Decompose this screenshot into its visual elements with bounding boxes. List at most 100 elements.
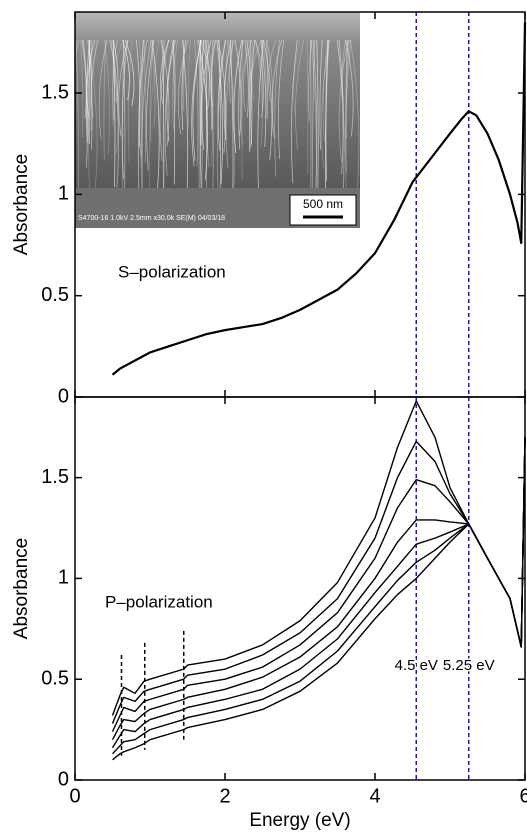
- inset-texture: [151, 39, 160, 193]
- inset-texture: [277, 39, 285, 160]
- inset-texture: [162, 39, 165, 199]
- annotation: S–polarization: [118, 262, 226, 281]
- inset-texture: [244, 39, 249, 118]
- inset-texture: [349, 39, 360, 196]
- inset-texture: [123, 39, 126, 196]
- inset-texture: [274, 39, 280, 177]
- inset-texture: [149, 39, 155, 143]
- inset-texture: [159, 39, 169, 162]
- inset-texture: [293, 39, 301, 117]
- inset-texture: [166, 39, 176, 143]
- annotation: P–polarization: [105, 592, 213, 611]
- inset-texture: [308, 39, 313, 122]
- inset-texture: [145, 39, 155, 171]
- inset-texture: [191, 39, 202, 166]
- data-line: [111, 437, 526, 732]
- inset-texture: [110, 39, 119, 196]
- inset-texture: [263, 39, 273, 160]
- inset-texture: [319, 39, 323, 150]
- inset-texture: [345, 39, 350, 174]
- data-line: [111, 437, 526, 741]
- inset-texture: [122, 39, 130, 101]
- inset-texture: [121, 39, 128, 179]
- inset-texture: [196, 39, 203, 185]
- y-tick-label: 1: [58, 183, 69, 205]
- inset-texture: [87, 39, 94, 143]
- inset-texture: [225, 39, 234, 169]
- data-line: [111, 22, 527, 376]
- x-tick-label: 0: [69, 785, 80, 807]
- inset-texture: [109, 39, 119, 154]
- inset-texture: [345, 39, 348, 139]
- y-tick-label: 0: [58, 768, 69, 790]
- inset-texture: [114, 39, 124, 105]
- x-axis-label: Energy (eV): [249, 810, 350, 831]
- inset-texture: [112, 39, 118, 121]
- inset-texture: [88, 39, 91, 145]
- inset-texture: [242, 39, 252, 113]
- inset-texture: [205, 39, 210, 153]
- inset-texture: [204, 39, 208, 205]
- x-tick-label: 4: [369, 785, 380, 807]
- inset-texture: [90, 39, 99, 118]
- reference-label: 5.25 eV: [443, 657, 495, 674]
- inset-texture: [104, 39, 110, 155]
- inset-texture: [255, 39, 263, 148]
- inset-texture: [250, 39, 254, 111]
- inset-texture: [233, 39, 243, 153]
- data-line: [112, 437, 526, 761]
- inset-texture: [238, 39, 244, 150]
- inset-texture: [227, 39, 236, 200]
- inset-texture: [268, 39, 277, 102]
- inset-texture: [338, 39, 349, 162]
- y-tick-label: 0: [58, 385, 69, 407]
- inset-texture: [198, 39, 201, 201]
- inset-texture: [187, 39, 191, 127]
- inset-texture: [164, 39, 174, 176]
- inset-texture: [207, 39, 214, 131]
- inset-texture: [112, 39, 116, 187]
- y-axis-label: Absorbance: [11, 538, 32, 639]
- inset-texture: [194, 39, 199, 167]
- inset-texture: [310, 39, 312, 190]
- y-tick-label: 1.5: [41, 81, 69, 103]
- inset-texture: [200, 39, 205, 189]
- inset-texture: [224, 39, 229, 134]
- inset-texture: [341, 39, 347, 101]
- inset-caption: S4700-16 1.0kV 2.5mm x30.0k SE(M) 04/03/…: [78, 215, 225, 222]
- inset-texture: [295, 39, 305, 150]
- inset-texture: [173, 39, 175, 185]
- inset-texture: [172, 39, 179, 131]
- inset-texture: [216, 39, 223, 185]
- scale-bar-label: 500 nm: [303, 197, 343, 211]
- inset-texture: [338, 39, 345, 204]
- inset-texture: [325, 39, 330, 181]
- inset-texture: [345, 39, 354, 137]
- inset-texture: [322, 39, 329, 142]
- y-axis-label: Absorbance: [11, 154, 32, 255]
- inset-texture: [251, 39, 262, 102]
- inset-texture: [98, 39, 108, 140]
- inset-texture: [210, 39, 217, 107]
- y-tick-label: 1: [58, 567, 69, 589]
- inset-texture: [254, 39, 264, 118]
- plot-frame: [74, 396, 526, 781]
- y-tick-label: 0.5: [41, 284, 69, 306]
- inset-texture: [160, 39, 170, 147]
- inset-texture: [149, 39, 156, 129]
- inset-texture: [306, 39, 309, 174]
- inset-texture: [80, 39, 84, 138]
- inset-texture: [316, 39, 319, 191]
- inset-texture: [217, 39, 226, 151]
- inset-texture: [210, 39, 214, 131]
- inset-texture: [70, 39, 80, 130]
- inset-texture: [262, 39, 267, 119]
- x-tick-label: 2: [219, 785, 230, 807]
- inset-texture: [206, 39, 216, 168]
- inset-texture: [249, 39, 251, 152]
- inset-texture: [103, 39, 106, 160]
- inset-texture: [217, 39, 227, 154]
- inset-texture: [124, 39, 135, 107]
